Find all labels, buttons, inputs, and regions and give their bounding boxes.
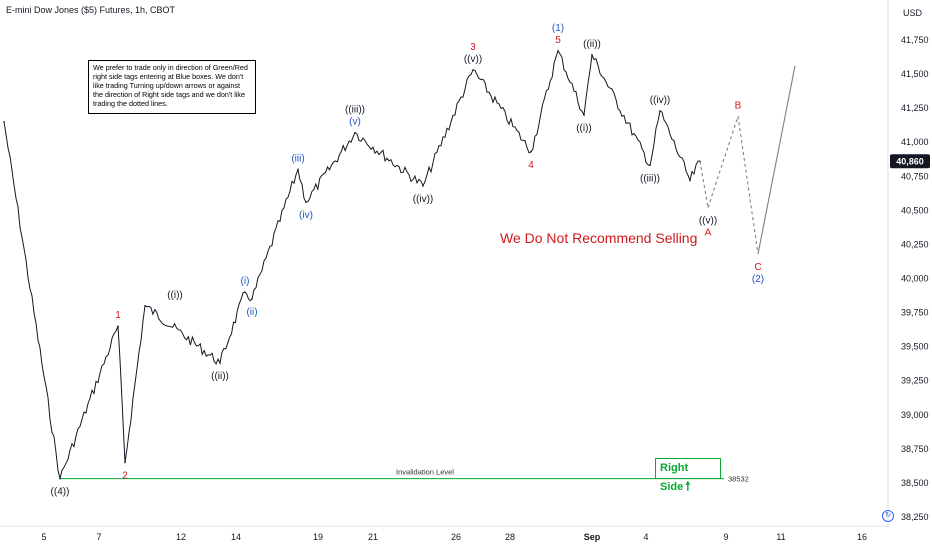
chart-title: E-mini Dow Jones ($5) Futures, 1h, CBOT [6,5,176,15]
price-point [530,150,532,153]
wave-label: 3 [470,42,476,53]
y-tick-label: 40,250 [901,239,929,249]
x-tick-label: 14 [231,532,241,542]
wave-label: 4 [528,160,534,171]
price-point [591,54,593,56]
projection-series [699,65,796,255]
wave-label: ((iii)) [345,105,365,116]
y-tick-label: 38,250 [901,512,929,522]
price-point [219,362,221,364]
y-tick-label: 41,750 [901,35,929,45]
wave-label: ((iv)) [413,194,434,205]
wave-label: C [754,262,761,273]
price-point [59,477,61,480]
price-point [422,185,424,187]
price-point [472,69,474,71]
wave-label: A [705,228,712,239]
x-tick-label: 9 [723,532,728,542]
projection-segment [757,65,796,255]
y-tick-label: 40,750 [901,171,929,181]
price-point [144,304,146,307]
wave-label: ((ii)) [211,371,229,382]
price-point [251,298,253,300]
price-point [649,164,651,167]
wave-label: 5 [555,35,561,46]
wave-label: (v) [349,117,361,128]
last-price-label: 40,860 [896,156,924,166]
y-tick-label: 41,000 [901,137,929,147]
x-tick-label: 19 [313,532,323,542]
price-point [124,461,126,464]
wave-label: ((4)) [51,487,70,498]
currency-label: USD [903,8,923,18]
price-point [354,131,356,134]
price-point [297,168,299,171]
x-tick-label: 7 [96,532,101,542]
invalidation-label: Invalidation Level [396,468,454,477]
wave-label: ((i)) [167,290,183,301]
wave-label: ((iv)) [650,95,671,106]
right-side-badge: Right Side 🠕 [655,458,721,493]
projection-segment [737,116,759,255]
wave-label: (2) [752,274,764,285]
y-tick-label: 41,500 [901,69,929,79]
price-line [3,49,701,479]
wave-labels: ((4)) 1 2 ((i)) ((ii)) (i) (ii) (iii) (iv) ((iii)… [51,23,765,498]
x-tick-label: 16 [857,532,867,542]
y-tick-label: 38,750 [901,444,929,454]
y-tick-label: 39,250 [901,376,929,386]
y-tick-label: 41,250 [901,103,929,113]
x-tick-label: 21 [368,532,378,542]
projection-segment [707,116,739,208]
wave-label: ((ii)) [583,39,601,50]
price-point [305,201,307,203]
wave-label: (iv) [299,210,313,221]
projection-segment [699,161,709,208]
price-point [117,325,119,328]
wave-label: (1) [552,23,564,34]
x-tick-label: 4 [643,532,648,542]
y-tick-label: 39,500 [901,342,929,352]
last-price-badge [890,154,930,169]
clock-icon[interactable]: ↻ [882,510,894,522]
price-series [3,49,701,480]
invalidation-value: 38532 [728,475,749,484]
wave-label: ((v)) [464,54,482,65]
up-arrow-icon: 🠕 [685,479,691,493]
price-point [557,50,559,52]
wave-label: B [735,100,742,111]
strategy-note: We prefer to trade only in direction of … [88,60,256,114]
y-tick-label: 38,500 [901,478,929,488]
y-tick-label: 39,000 [901,410,929,420]
price-point [583,114,585,116]
y-tick-label: 39,750 [901,308,929,318]
x-tick-label: 28 [505,532,515,542]
price-point [659,110,661,112]
x-tick-label: Sep [584,532,601,542]
wave-label: 2 [122,470,128,481]
wave-label: ((v)) [699,216,717,227]
wave-label: ((iii)) [640,173,660,184]
x-tick-label: 11 [776,532,785,542]
y-tick-label: 40,000 [901,274,929,284]
wave-label: 1 [115,310,121,321]
wave-label: (iii) [291,153,304,164]
wave-label: (i) [241,276,250,287]
right-side-label: Right Side [660,462,689,493]
price-point [244,291,246,293]
wave-label: ((i)) [576,123,592,134]
x-tick-label: 12 [176,532,186,542]
y-tick-label: 40,500 [901,205,929,215]
wave-label: (ii) [246,307,257,318]
price-point [689,179,691,182]
price-point [3,120,5,123]
warning-text: We Do Not Recommend Selling [500,230,698,246]
x-tick-label: 26 [451,532,461,542]
x-tick-label: 5 [41,532,46,542]
